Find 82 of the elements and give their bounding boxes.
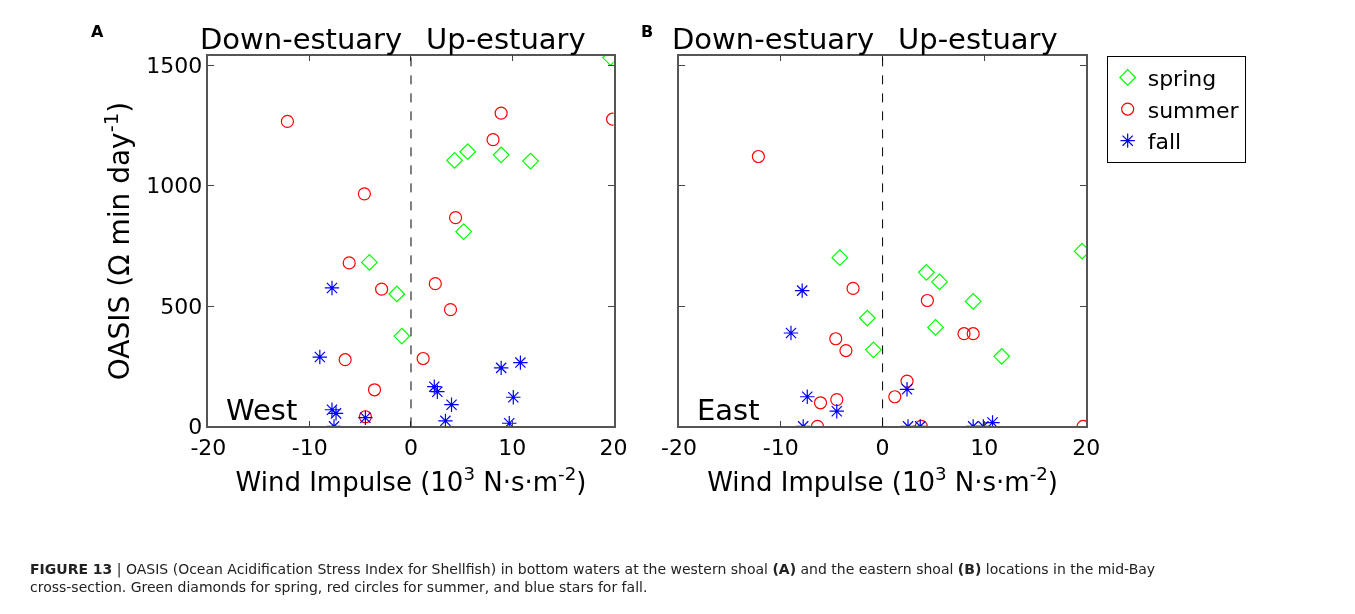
point: [393, 327, 411, 345]
legend-label: fall: [1147, 129, 1182, 155]
x-tick-label: 10: [498, 434, 527, 460]
x-tick-label: 20: [599, 434, 628, 460]
point: [443, 303, 458, 317]
point: [839, 343, 853, 358]
point: [829, 332, 843, 346]
annotation: Down-estuary: [672, 22, 875, 56]
point: [443, 396, 460, 413]
point: [993, 347, 1011, 365]
point: [830, 393, 844, 407]
legend-label: spring: [1147, 66, 1217, 92]
point: [429, 383, 446, 400]
point: [328, 405, 344, 422]
point: [367, 383, 382, 397]
point: [888, 390, 902, 404]
point: [813, 396, 828, 410]
point: [920, 293, 934, 308]
x-tick-label: 0: [403, 434, 418, 460]
point: [375, 282, 389, 296]
point: [512, 354, 529, 371]
point: [357, 187, 371, 201]
annotation: East: [697, 393, 760, 427]
x-axis-title: Wind Impulse (10$^{3}$ N·s·m$^{-2}$): [707, 462, 1059, 497]
x-tick-label: -10: [762, 434, 799, 460]
annotation: Up-estuary: [426, 22, 586, 56]
x-tick-label: 10: [970, 434, 999, 460]
point: [459, 143, 477, 161]
point: [312, 349, 328, 365]
point: [493, 360, 509, 376]
point: [505, 389, 522, 406]
point: [783, 325, 799, 341]
y-tick-label: 1000: [146, 173, 203, 199]
point: [831, 249, 849, 267]
point: [865, 341, 882, 359]
x-tick-label: 20: [1072, 434, 1101, 460]
point: [361, 254, 378, 271]
text: FIGURE 13 | OASIS (Ocean Acidification Stress Index for Shellfish) in bottom waters at the western shoal (A) and the eastern shoal (B) locations in the mid-Bay cross-section. Green diamonds for spring, red circles for summer, and blue stars for fall.: [30, 561, 1156, 596]
point: [931, 273, 948, 291]
annotation: West: [226, 393, 298, 427]
point: [522, 152, 539, 170]
legend-label: summer: [1147, 97, 1240, 123]
y-tick-label: 1500: [146, 52, 203, 78]
point: [486, 133, 500, 147]
point: [448, 211, 463, 225]
point: [388, 285, 406, 303]
point: [799, 388, 816, 405]
annotation: Down-estuary: [200, 22, 403, 56]
point: [455, 223, 473, 241]
point: [927, 319, 944, 336]
point: [900, 374, 914, 388]
point: [492, 146, 510, 164]
point: [858, 309, 876, 327]
point: [984, 414, 1001, 427]
x-tick-label: -20: [661, 434, 697, 460]
point: [280, 114, 294, 128]
text: A: [91, 22, 104, 41]
point: [494, 106, 508, 120]
y-tick-label: 500: [160, 293, 203, 319]
point: [428, 277, 442, 291]
point: [966, 327, 980, 341]
point: [846, 281, 860, 296]
point: [324, 401, 340, 418]
point: [917, 263, 935, 281]
point: [342, 256, 356, 270]
point: [957, 327, 971, 341]
point: [426, 378, 443, 395]
point: [324, 280, 340, 296]
text: B: [641, 22, 654, 41]
point: [964, 293, 982, 310]
point: [899, 381, 915, 398]
x-tick-label: -10: [291, 434, 328, 460]
point: [828, 403, 845, 420]
x-tick-label: 0: [875, 434, 890, 460]
point: [338, 353, 352, 367]
point: [751, 149, 765, 164]
x-axis-title: Wind Impulse (10$^{3}$ N·s·m$^{-2}$): [235, 462, 587, 497]
annotation: Up-estuary: [898, 22, 1058, 56]
point: [794, 282, 810, 299]
point: [416, 351, 430, 366]
point: [446, 151, 463, 169]
point: [437, 413, 454, 427]
